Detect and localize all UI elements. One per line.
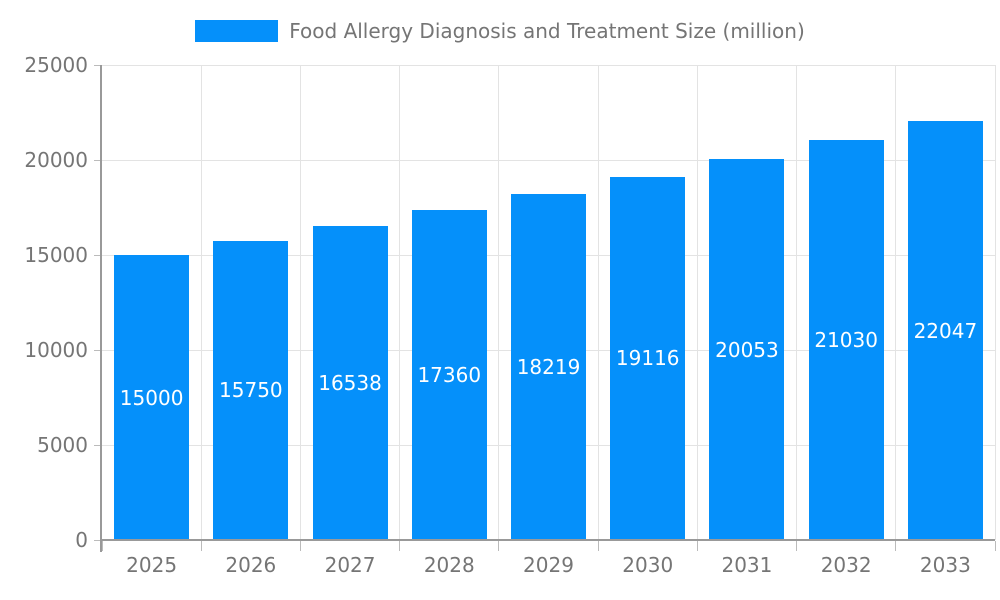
y-tick	[94, 349, 102, 351]
x-tick	[796, 541, 798, 551]
y-tick-label: 20000	[24, 148, 88, 172]
legend-label: Food Allergy Diagnosis and Treatment Siz…	[289, 19, 805, 43]
x-tick	[200, 541, 202, 551]
bar: 21030	[808, 140, 884, 540]
v-gridline	[200, 65, 202, 540]
y-tick	[94, 254, 102, 256]
x-tick	[101, 541, 103, 551]
legend-color-swatch	[195, 20, 279, 42]
y-tick	[94, 159, 102, 161]
v-gridline	[895, 65, 897, 540]
v-gridline	[796, 65, 798, 540]
v-gridline	[399, 65, 401, 540]
bar-value-label: 18219	[516, 354, 581, 379]
h-gridline	[102, 159, 995, 161]
plot-area: 15000 15750 16538 17360 18219 19116 20053 21030…	[102, 64, 996, 540]
bar-value-label: 15000	[119, 385, 184, 410]
v-gridline	[597, 65, 599, 540]
x-axis-labels: 2025 2026 2027 2028 2029 2030 2031 2032 2033	[102, 551, 995, 583]
y-tick-label: 0	[75, 528, 88, 552]
y-tick	[94, 444, 102, 446]
x-axis-line	[100, 539, 995, 541]
x-tick-label: 2028	[423, 553, 475, 577]
bar-value-label: 16538	[318, 370, 382, 395]
bar: 17360	[411, 210, 487, 540]
bar: 16538	[312, 225, 388, 540]
bar-value-label: 20053	[715, 337, 779, 362]
y-tick-label: 10000	[24, 338, 88, 362]
v-gridline	[696, 65, 698, 540]
bar: 20053	[709, 159, 785, 540]
x-tick-label: 2031	[721, 553, 773, 577]
x-tick-label: 2030	[622, 553, 674, 577]
x-tick-label: 2032	[820, 553, 872, 577]
x-tick	[895, 541, 897, 551]
x-tick	[498, 541, 500, 551]
x-tick-label: 2025	[126, 553, 178, 577]
y-tick	[94, 539, 102, 541]
x-tick-label: 2027	[324, 553, 376, 577]
bar: 22047	[907, 121, 983, 540]
v-gridline	[299, 65, 301, 540]
x-tick-label: 2033	[919, 553, 971, 577]
x-tick	[399, 541, 401, 551]
y-tick-label: 25000	[24, 53, 88, 77]
x-tick	[696, 541, 698, 551]
y-tick-label: 5000	[37, 433, 88, 457]
bar-value-label: 15750	[219, 378, 283, 403]
bar: 19116	[610, 176, 686, 540]
y-tick-label: 15000	[24, 243, 88, 267]
bar: 15750	[213, 240, 289, 540]
bar: 18219	[511, 193, 586, 540]
legend-item[interactable]: Food Allergy Diagnosis and Treatment Siz…	[0, 19, 1000, 43]
h-gridline	[102, 64, 995, 66]
x-tick-label: 2029	[523, 553, 574, 577]
bar: 15000	[114, 255, 190, 540]
y-tick	[94, 64, 102, 66]
v-gridline	[994, 65, 996, 540]
bar-value-label: 19116	[615, 346, 680, 371]
bar-value-label: 17360	[417, 363, 482, 388]
y-axis-line	[100, 65, 102, 552]
bar-value-label: 22047	[913, 318, 978, 343]
bar-value-label: 21030	[814, 328, 878, 353]
y-axis-labels: 0 5000 10000 15000 20000 25000	[0, 53, 88, 552]
x-tick	[299, 541, 301, 551]
x-tick	[597, 541, 599, 551]
v-gridline	[498, 65, 500, 540]
x-tick	[994, 541, 996, 551]
x-tick-label: 2026	[225, 553, 277, 577]
